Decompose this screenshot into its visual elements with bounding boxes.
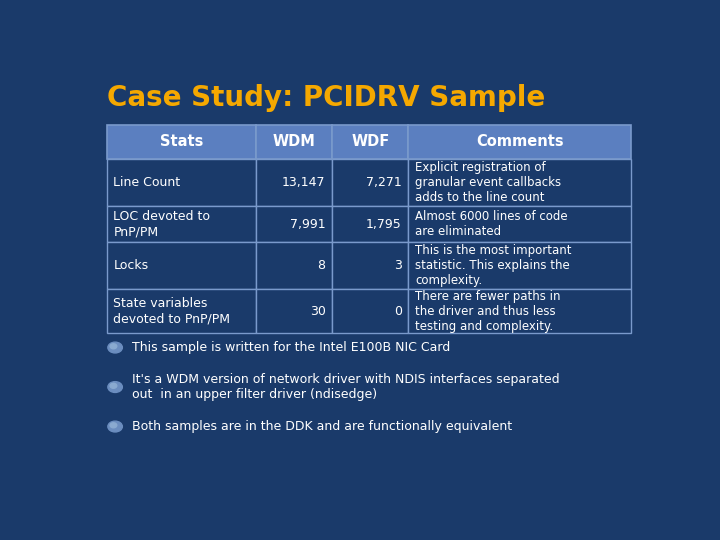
- Text: This sample is written for the Intel E100B NIC Card: This sample is written for the Intel E10…: [132, 341, 450, 354]
- Text: Case Study: PCIDRV Sample: Case Study: PCIDRV Sample: [107, 84, 545, 112]
- Bar: [256, 159, 333, 206]
- Text: Almost 6000 lines of code
are eliminated: Almost 6000 lines of code are eliminated: [415, 210, 567, 238]
- Circle shape: [108, 382, 122, 393]
- Text: Locks: Locks: [114, 259, 148, 272]
- Text: 30: 30: [310, 305, 325, 318]
- Text: Both samples are in the DDK and are functionally equivalent: Both samples are in the DDK and are func…: [132, 420, 512, 433]
- Text: There are fewer paths in
the driver and thus less
testing and complexity.: There are fewer paths in the driver and …: [415, 289, 561, 333]
- Bar: [107, 242, 256, 289]
- Bar: [107, 125, 256, 159]
- Circle shape: [110, 383, 117, 388]
- Text: 1,795: 1,795: [366, 218, 402, 231]
- Text: 0: 0: [394, 305, 402, 318]
- Text: It's a WDM version of network driver with NDIS interfaces separated
out  in an u: It's a WDM version of network driver wit…: [132, 373, 559, 401]
- Text: WDF: WDF: [351, 134, 390, 150]
- Bar: [107, 159, 256, 206]
- Circle shape: [110, 423, 117, 428]
- Bar: [107, 206, 256, 242]
- Bar: [408, 159, 631, 206]
- Bar: [107, 289, 256, 333]
- Bar: [333, 242, 408, 289]
- Text: 3: 3: [394, 259, 402, 272]
- Text: 7,271: 7,271: [366, 176, 402, 188]
- Bar: [408, 125, 631, 159]
- Bar: [408, 206, 631, 242]
- Bar: [333, 159, 408, 206]
- Text: 7,991: 7,991: [290, 218, 325, 231]
- Text: 13,147: 13,147: [282, 176, 325, 188]
- Text: Line Count: Line Count: [114, 176, 181, 188]
- Text: This is the most important
statistic. This explains the
complexity.: This is the most important statistic. Th…: [415, 245, 572, 287]
- Text: LOC devoted to
PnP/PM: LOC devoted to PnP/PM: [114, 210, 210, 238]
- Circle shape: [108, 342, 122, 353]
- Circle shape: [108, 421, 122, 432]
- Text: Comments: Comments: [476, 134, 564, 150]
- Bar: [333, 125, 408, 159]
- Bar: [333, 206, 408, 242]
- Bar: [408, 289, 631, 333]
- Circle shape: [110, 344, 117, 349]
- Bar: [333, 289, 408, 333]
- Bar: [256, 206, 333, 242]
- Text: Explicit registration of
granular event callbacks
adds to the line count: Explicit registration of granular event …: [415, 160, 561, 204]
- Bar: [408, 242, 631, 289]
- Text: WDM: WDM: [273, 134, 315, 150]
- Bar: [256, 289, 333, 333]
- Text: State variables
devoted to PnP/PM: State variables devoted to PnP/PM: [114, 297, 230, 325]
- Bar: [256, 125, 333, 159]
- Bar: [256, 242, 333, 289]
- Text: Stats: Stats: [160, 134, 203, 150]
- Text: 8: 8: [318, 259, 325, 272]
